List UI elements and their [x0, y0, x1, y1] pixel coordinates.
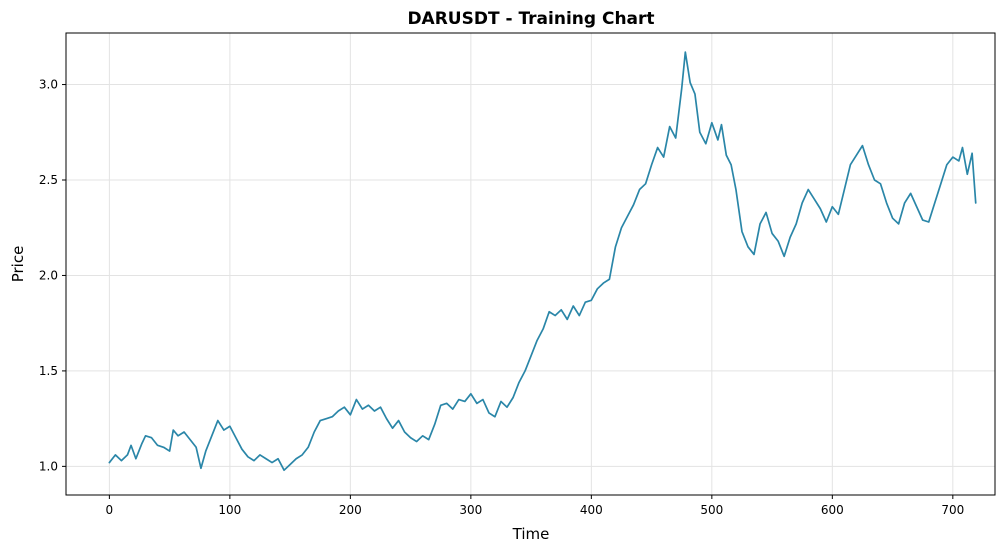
y-axis-label: Price [9, 246, 27, 283]
x-tick-label: 200 [339, 503, 362, 517]
x-tick-label: 400 [580, 503, 603, 517]
plot-area-frame [65, 32, 996, 496]
y-tick-label: 3.0 [39, 78, 58, 92]
chart-title: DARUSDT - Training Chart [407, 9, 654, 29]
y-tick-label: 1.5 [39, 364, 58, 378]
y-tick-label: 2.5 [39, 173, 58, 187]
x-tick-label: 300 [459, 503, 482, 517]
x-tick-label: 600 [821, 503, 844, 517]
x-tick-label: 700 [941, 503, 964, 517]
x-tick-label: 100 [218, 503, 241, 517]
price-series-line [108, 51, 977, 472]
y-tick-label: 1.0 [39, 459, 58, 473]
x-axis-label: Time [512, 525, 550, 543]
x-tick-label: 0 [106, 503, 114, 517]
y-axis-ticks: 1.0 1.5 2.0 2.5 3.0 [39, 78, 66, 473]
x-tick-label: 500 [700, 503, 723, 517]
y-tick-label: 2.0 [39, 268, 58, 282]
x-axis-ticks: 0 100 200 300 400 500 600 700 [106, 495, 964, 517]
series-layer [108, 51, 977, 472]
grid [66, 33, 995, 495]
